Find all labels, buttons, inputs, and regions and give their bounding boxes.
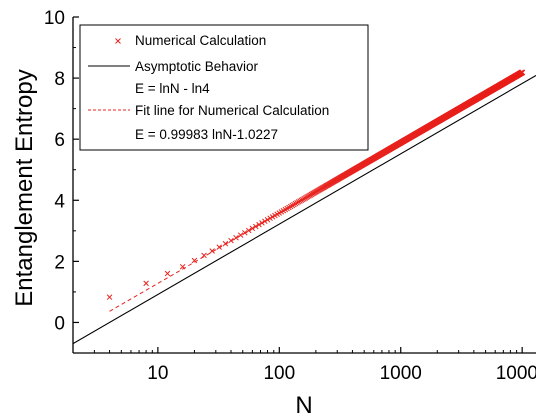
data-point: [209, 248, 215, 254]
x-axis-title: N: [295, 392, 312, 418]
data-point: [222, 240, 229, 247]
y-axis-title: Entanglement Entropy: [11, 69, 38, 306]
y-tick-label: 2: [54, 252, 65, 273]
data-point: [242, 229, 248, 236]
data-point: [216, 244, 222, 250]
data-point: [233, 234, 239, 241]
legend-entry-text: E = 0.99983 lnN-1.0227: [135, 127, 278, 142]
data-point: [237, 232, 244, 238]
legend: Numerical Calculation Asymptotic Behavior…: [79, 24, 369, 151]
data-point: [228, 237, 234, 244]
y-tick-label: 6: [54, 130, 65, 151]
data-point: [253, 223, 259, 230]
data-point: [262, 218, 268, 225]
x-tick-label: 10: [147, 363, 168, 384]
x-tick-label: 100: [263, 363, 295, 384]
legend-entry-text: Fit line for Numerical Calculation: [135, 103, 329, 118]
y-tick-label: 10: [44, 8, 65, 29]
plot-area: [73, 69, 536, 345]
data-point: [245, 227, 252, 234]
data-point: [164, 270, 171, 277]
data-point: [201, 252, 207, 259]
data-point: [191, 257, 198, 264]
data-point: [249, 225, 256, 232]
legend-entry-text: Numerical Calculation: [135, 33, 266, 48]
y-tick-label: 8: [54, 69, 65, 90]
y-tick-label: 4: [54, 191, 65, 212]
x-tick-label: 1000: [380, 363, 422, 384]
legend-entry-text: E = lnN - ln4: [135, 81, 210, 96]
data-point: [256, 221, 262, 228]
asymptotic-line: [73, 74, 536, 345]
data-point: [179, 263, 186, 270]
legend-entry-text: Asymptotic Behavior: [135, 59, 259, 74]
data-point: [143, 280, 149, 287]
data-point: [259, 220, 265, 226]
data-point: [264, 216, 271, 223]
x-tick-label: 10000: [496, 363, 536, 384]
y-tick-label: 0: [54, 313, 65, 334]
data-point: [106, 294, 113, 300]
series-points: [106, 69, 525, 300]
